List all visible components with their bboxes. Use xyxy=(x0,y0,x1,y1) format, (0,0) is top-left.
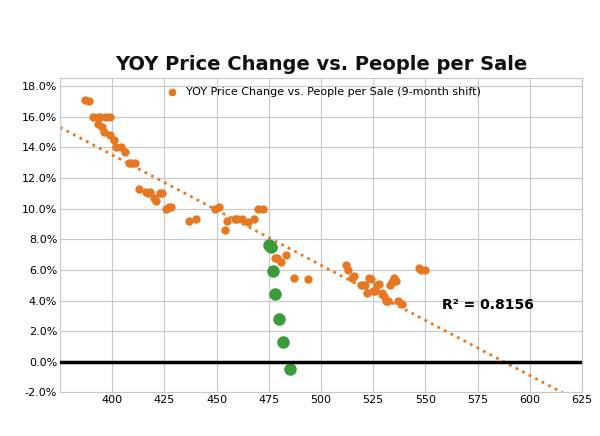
YOY Price Change vs. People per Sale (9-month shift) xyxy=(379,293,388,300)
Text: R² = 0.8156: R² = 0.8156 xyxy=(442,298,534,312)
YOY Price Change vs. People per Sale (9-month shift) xyxy=(289,274,299,281)
YOY Price Change vs. People per Sale (9-month shift) xyxy=(220,227,230,234)
Point xyxy=(264,242,274,249)
YOY Price Change vs. People per Sale (9-month shift) xyxy=(97,124,107,131)
YOY Price Change vs. People per Sale (9-month shift) xyxy=(343,266,353,273)
YOY Price Change vs. People per Sale (9-month shift) xyxy=(398,300,407,307)
YOY Price Change vs. People per Sale (9-month shift) xyxy=(374,280,384,287)
YOY Price Change vs. People per Sale (9-month shift) xyxy=(266,242,275,249)
YOY Price Change vs. People per Sale (9-month shift) xyxy=(381,297,391,304)
YOY Price Change vs. People per Sale (9-month shift) xyxy=(389,274,399,281)
YOY Price Change vs. People per Sale (9-month shift) xyxy=(164,204,173,211)
YOY Price Change vs. People per Sale (9-month shift) xyxy=(368,288,378,295)
Legend: YOY Price Change vs. People per Sale (9-month shift): YOY Price Change vs. People per Sale (9-… xyxy=(157,84,485,101)
YOY Price Change vs. People per Sale (9-month shift) xyxy=(141,188,151,195)
Point xyxy=(268,268,278,275)
YOY Price Change vs. People per Sale (9-month shift) xyxy=(106,113,115,120)
YOY Price Change vs. People per Sale (9-month shift) xyxy=(258,205,268,212)
YOY Price Change vs. People per Sale (9-month shift) xyxy=(106,132,115,139)
YOY Price Change vs. People per Sale (9-month shift) xyxy=(373,282,382,289)
YOY Price Change vs. People per Sale (9-month shift) xyxy=(214,204,223,211)
YOY Price Change vs. People per Sale (9-month shift) xyxy=(143,190,152,197)
YOY Price Change vs. People per Sale (9-month shift) xyxy=(350,272,359,279)
YOY Price Change vs. People per Sale (9-month shift) xyxy=(99,129,109,136)
YOY Price Change vs. People per Sale (9-month shift) xyxy=(243,219,253,226)
YOY Price Change vs. People per Sale (9-month shift) xyxy=(112,144,121,151)
Point xyxy=(266,243,275,250)
YOY Price Change vs. People per Sale (9-month shift) xyxy=(166,204,175,211)
YOY Price Change vs. People per Sale (9-month shift) xyxy=(116,144,125,151)
YOY Price Change vs. People per Sale (9-month shift) xyxy=(277,259,286,266)
YOY Price Change vs. People per Sale (9-month shift) xyxy=(356,282,365,289)
YOY Price Change vs. People per Sale (9-month shift) xyxy=(151,198,161,204)
YOY Price Change vs. People per Sale (9-month shift) xyxy=(158,190,167,197)
YOY Price Change vs. People per Sale (9-month shift) xyxy=(93,121,103,128)
YOY Price Change vs. People per Sale (9-month shift) xyxy=(391,277,401,284)
YOY Price Change vs. People per Sale (9-month shift) xyxy=(109,136,119,143)
YOY Price Change vs. People per Sale (9-month shift) xyxy=(272,254,282,261)
YOY Price Change vs. People per Sale (9-month shift) xyxy=(93,113,103,120)
YOY Price Change vs. People per Sale (9-month shift) xyxy=(362,290,372,296)
YOY Price Change vs. People per Sale (9-month shift) xyxy=(134,185,144,192)
YOY Price Change vs. People per Sale (9-month shift) xyxy=(185,218,194,225)
YOY Price Change vs. People per Sale (9-month shift) xyxy=(89,113,98,120)
YOY Price Change vs. People per Sale (9-month shift) xyxy=(233,216,242,223)
YOY Price Change vs. People per Sale (9-month shift) xyxy=(304,276,313,283)
YOY Price Change vs. People per Sale (9-month shift) xyxy=(360,282,370,289)
YOY Price Change vs. People per Sale (9-month shift) xyxy=(230,216,240,223)
YOY Price Change vs. People per Sale (9-month shift) xyxy=(367,276,376,283)
YOY Price Change vs. People per Sale (9-month shift) xyxy=(124,159,134,166)
Title: YOY Price Change vs. People per Sale: YOY Price Change vs. People per Sale xyxy=(115,55,527,74)
YOY Price Change vs. People per Sale (9-month shift) xyxy=(191,216,200,223)
YOY Price Change vs. People per Sale (9-month shift) xyxy=(237,216,247,223)
YOY Price Change vs. People per Sale (9-month shift) xyxy=(416,266,426,273)
YOY Price Change vs. People per Sale (9-month shift) xyxy=(270,254,280,261)
YOY Price Change vs. People per Sale (9-month shift) xyxy=(85,98,94,105)
YOY Price Change vs. People per Sale (9-month shift) xyxy=(145,188,155,195)
YOY Price Change vs. People per Sale (9-month shift) xyxy=(80,96,90,103)
YOY Price Change vs. People per Sale (9-month shift) xyxy=(347,274,357,281)
YOY Price Change vs. People per Sale (9-month shift) xyxy=(149,194,159,201)
YOY Price Change vs. People per Sale (9-month shift) xyxy=(126,159,136,166)
YOY Price Change vs. People per Sale (9-month shift) xyxy=(161,205,171,212)
Point xyxy=(270,291,280,298)
YOY Price Change vs. People per Sale (9-month shift) xyxy=(385,282,395,289)
YOY Price Change vs. People per Sale (9-month shift) xyxy=(222,218,232,225)
YOY Price Change vs. People per Sale (9-month shift) xyxy=(421,266,430,273)
YOY Price Change vs. People per Sale (9-month shift) xyxy=(370,288,380,295)
YOY Price Change vs. People per Sale (9-month shift) xyxy=(155,190,165,197)
YOY Price Change vs. People per Sale (9-month shift) xyxy=(377,290,386,296)
YOY Price Change vs. People per Sale (9-month shift) xyxy=(120,149,130,156)
YOY Price Change vs. People per Sale (9-month shift) xyxy=(254,205,263,212)
Point xyxy=(285,366,295,373)
YOY Price Change vs. People per Sale (9-month shift) xyxy=(281,251,290,258)
YOY Price Change vs. People per Sale (9-month shift) xyxy=(364,274,374,281)
YOY Price Change vs. People per Sale (9-month shift) xyxy=(95,113,104,120)
YOY Price Change vs. People per Sale (9-month shift) xyxy=(394,297,403,304)
YOY Price Change vs. People per Sale (9-month shift) xyxy=(383,297,392,304)
YOY Price Change vs. People per Sale (9-month shift) xyxy=(130,159,140,166)
YOY Price Change vs. People per Sale (9-month shift) xyxy=(387,279,397,286)
YOY Price Change vs. People per Sale (9-month shift) xyxy=(341,262,351,269)
YOY Price Change vs. People per Sale (9-month shift) xyxy=(358,282,368,289)
YOY Price Change vs. People per Sale (9-month shift) xyxy=(101,113,111,120)
Point xyxy=(278,338,288,345)
Point xyxy=(274,315,284,322)
YOY Price Change vs. People per Sale (9-month shift) xyxy=(268,243,278,250)
YOY Price Change vs. People per Sale (9-month shift) xyxy=(250,216,259,223)
YOY Price Change vs. People per Sale (9-month shift) xyxy=(210,205,220,212)
YOY Price Change vs. People per Sale (9-month shift) xyxy=(415,265,424,272)
